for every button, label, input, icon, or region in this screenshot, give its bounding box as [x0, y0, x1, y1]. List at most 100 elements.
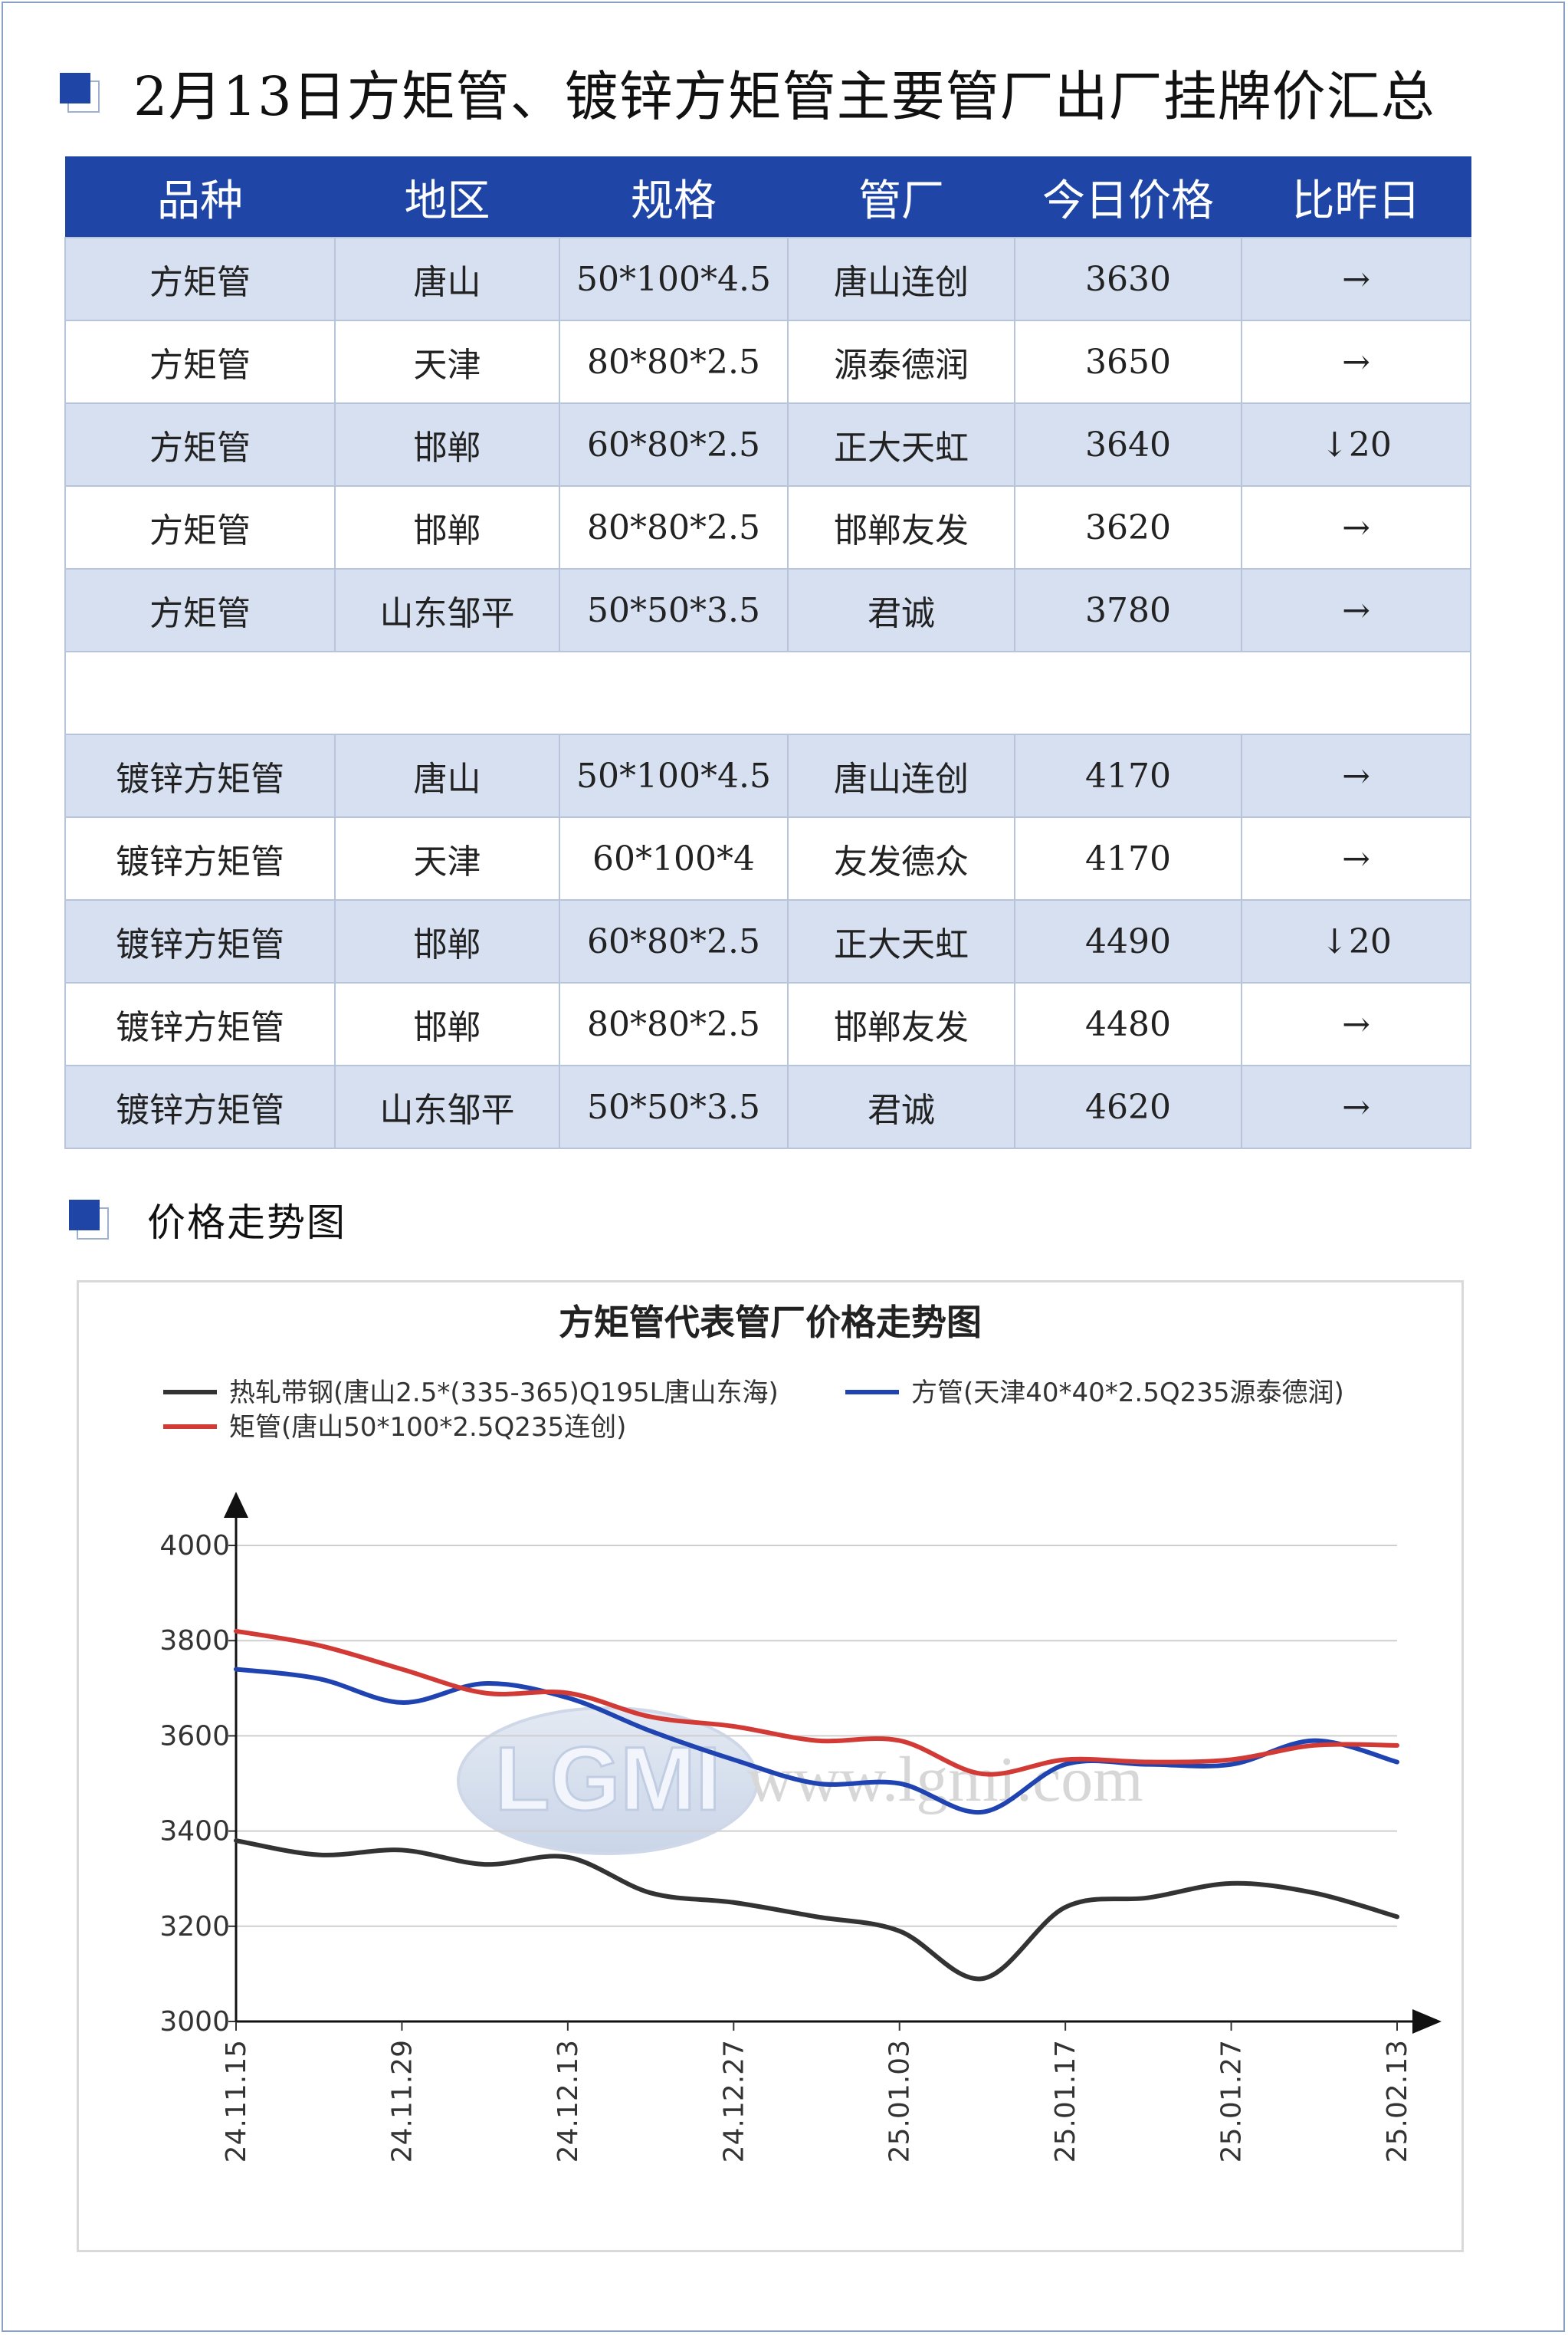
table-row: 镀锌方矩管 邯郸 80*80*2.5 邯郸友发 4480 →	[64, 982, 1471, 1066]
table-spacer-row	[64, 651, 1471, 735]
trend-chart-svg: LGMI www.lgmi.com 方矩管代表管厂价格走势图热轧带钢(唐山2.5…	[159, 1302, 1442, 2163]
table-row: 方矩管 邯郸 80*80*2.5 邯郸友发 3620 →	[64, 485, 1471, 570]
cell-price: 3650	[1014, 320, 1242, 404]
y-tick-label: 3200	[159, 1911, 230, 1943]
x-tick-label: 24.12.13	[553, 2040, 584, 2163]
table-row: 镀锌方矩管 唐山 50*100*4.5 唐山连创 4170 →	[64, 734, 1471, 818]
cell-spec: 50*100*4.5	[559, 734, 789, 818]
cell-change: →	[1241, 816, 1471, 901]
chart-title: 方矩管代表管厂价格走势图	[559, 1302, 982, 1343]
col-header-product: 品种	[64, 156, 336, 238]
x-tick-label: 25.01.17	[1050, 2040, 1081, 2163]
col-header-mill: 管厂	[787, 156, 1015, 238]
table-row: 方矩管 山东邹平 50*50*3.5 君诚 3780 →	[64, 568, 1471, 652]
cell-spec: 50*50*3.5	[559, 1065, 789, 1149]
cell-product: 镀锌方矩管	[64, 982, 336, 1066]
x-tick-label: 25.01.27	[1216, 2040, 1248, 2163]
table-row: 镀锌方矩管 天津 60*100*4 友发德众 4170 →	[64, 816, 1471, 901]
cell-price: 4170	[1014, 734, 1242, 818]
cell-spec: 60*100*4	[559, 816, 789, 901]
cell-region: 唐山	[334, 237, 560, 321]
cell-mill: 友发德众	[787, 816, 1015, 901]
series-line-3	[234, 1628, 1399, 1777]
cell-mill: 正大天虹	[787, 402, 1015, 487]
cell-change: →	[1241, 320, 1471, 404]
x-tick-label: 25.01.03	[884, 2040, 916, 2163]
section-title-trend: 价格走势图	[69, 1192, 346, 1247]
x-tick-label: 24.12.27	[718, 2040, 750, 2163]
cell-region: 山东邹平	[334, 1065, 560, 1149]
table-header-row: 品种 地区 规格 管厂 今日价格 比昨日	[64, 156, 1471, 238]
legend-label: 矩管(唐山50*100*2.5Q235连创)	[229, 1412, 626, 1443]
cell-mill: 邯郸友发	[787, 982, 1015, 1066]
cell-spec: 60*80*2.5	[559, 899, 789, 984]
cell-spec: 60*80*2.5	[559, 402, 789, 487]
table-row: 方矩管 邯郸 60*80*2.5 正大天虹 3640 ↓20	[64, 402, 1471, 487]
col-header-spec: 规格	[559, 156, 789, 238]
watermark-logo: LGMI	[495, 1729, 721, 1830]
cell-change: →	[1241, 1065, 1471, 1149]
section-title-text: 价格走势图	[147, 1200, 346, 1245]
cell-spec: 80*80*2.5	[559, 320, 789, 404]
cell-product: 方矩管	[64, 402, 336, 487]
blue-square-icon	[60, 72, 100, 113]
y-tick-label: 4000	[159, 1530, 230, 1562]
cell-mill: 唐山连创	[787, 734, 1015, 818]
cell-mill: 君诚	[787, 1065, 1015, 1149]
cell-spec: 50*50*3.5	[559, 568, 789, 652]
cell-spec: 80*80*2.5	[559, 485, 789, 570]
cell-spec: 50*100*4.5	[559, 237, 789, 321]
cell-price: 4490	[1014, 899, 1242, 984]
cell-mill: 君诚	[787, 568, 1015, 652]
table-row: 方矩管 天津 80*80*2.5 源泰德润 3650 →	[64, 320, 1471, 404]
x-tick-label: 25.02.13	[1382, 2040, 1413, 2163]
cell-region: 邯郸	[334, 899, 560, 984]
page-title: 2月13日方矩管、镀锌方矩管主要管厂出厂挂牌价汇总	[60, 54, 1435, 131]
cell-mill: 唐山连创	[787, 237, 1015, 321]
price-table: 品种 地区 规格 管厂 今日价格 比昨日 方矩管 唐山 50*100*4.5 唐山连创…	[64, 156, 1471, 1149]
trend-chart: LGMI www.lgmi.com 方矩管代表管厂价格走势图 热轧带钢(唐山2.5…	[77, 1280, 1464, 2252]
cell-change: ↓20	[1241, 899, 1471, 984]
blue-square-icon	[69, 1200, 109, 1240]
cell-price: 4620	[1014, 1065, 1242, 1149]
table-row: 方矩管 唐山 50*100*4.5 唐山连创 3630 →	[64, 237, 1471, 321]
cell-change: →	[1241, 568, 1471, 652]
x-tick-label: 24.11.15	[221, 2040, 252, 2163]
cell-price: 3780	[1014, 568, 1242, 652]
cell-change: ↓20	[1241, 402, 1471, 487]
series-line-2	[234, 1667, 1399, 1815]
cell-product: 方矩管	[64, 237, 336, 321]
cell-mill: 源泰德润	[787, 320, 1015, 404]
cell-mill: 正大天虹	[787, 899, 1015, 984]
cell-product: 方矩管	[64, 320, 336, 404]
cell-price: 4480	[1014, 982, 1242, 1066]
legend-label: 热轧带钢(唐山2.5*(335-365)Q195L唐山东海)	[229, 1378, 779, 1408]
col-header-region: 地区	[334, 156, 560, 238]
table-row: 镀锌方矩管 山东邹平 50*50*3.5 君诚 4620 →	[64, 1065, 1471, 1149]
cell-region: 唐山	[334, 734, 560, 818]
cell-change: →	[1241, 237, 1471, 321]
x-axis-arrow	[1412, 2009, 1442, 2034]
cell-change: →	[1241, 734, 1471, 818]
cell-price: 3640	[1014, 402, 1242, 487]
cell-region: 山东邹平	[334, 568, 560, 652]
cell-region: 邯郸	[334, 485, 560, 570]
cell-region: 天津	[334, 320, 560, 404]
cell-region: 天津	[334, 816, 560, 901]
cell-change: →	[1241, 485, 1471, 570]
cell-region: 邯郸	[334, 982, 560, 1066]
cell-product: 镀锌方矩管	[64, 734, 336, 818]
col-header-price: 今日价格	[1014, 156, 1242, 238]
table-row: 镀锌方矩管 邯郸 60*80*2.5 正大天虹 4490 ↓20	[64, 899, 1471, 984]
y-axis-arrow	[224, 1492, 248, 1518]
cell-change: →	[1241, 982, 1471, 1066]
cell-region: 邯郸	[334, 402, 560, 487]
spacer-cell	[64, 651, 1471, 735]
y-tick-label: 3600	[159, 1720, 230, 1752]
cell-mill: 邯郸友发	[787, 485, 1015, 570]
legend-label: 方管(天津40*40*2.5Q235源泰德润)	[911, 1378, 1344, 1408]
x-tick-label: 24.11.29	[386, 2040, 418, 2163]
cell-spec: 80*80*2.5	[559, 982, 789, 1066]
cell-price: 4170	[1014, 816, 1242, 901]
